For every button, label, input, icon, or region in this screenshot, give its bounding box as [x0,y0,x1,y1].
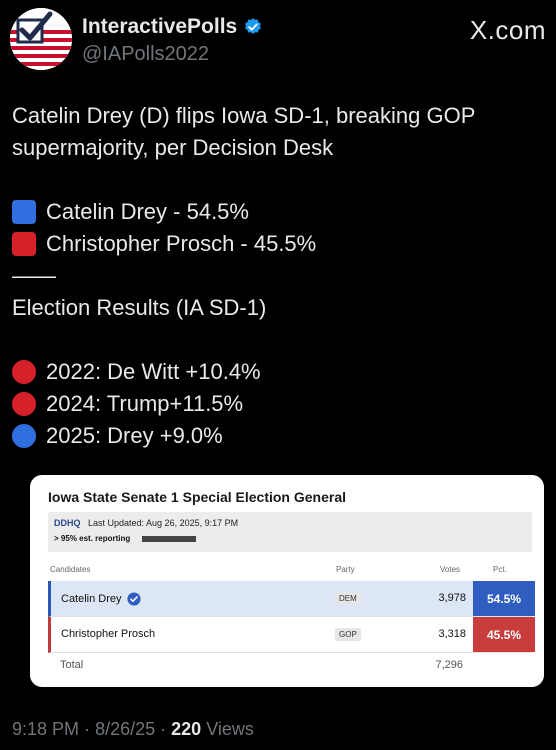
col-header-pct: Pct. [493,565,507,574]
tweet-date[interactable]: 8/26/25 [95,719,156,739]
votes-cell: 3,318 [438,628,466,640]
verified-badge-icon [245,18,262,34]
history-item: 2025: Drey +9.0% [12,420,544,452]
total-votes: 7,296 [435,659,463,671]
pct-cell: 45.5% [473,617,535,652]
candidate-cell: Christopher Prosch [61,628,155,640]
candidate-name: Christopher Prosch [61,628,156,640]
table-row: Catelin Drey DEM 3,978 54.5% [48,581,535,617]
flag-check-icon [10,8,72,70]
history-item-label: 2024: Trump+11.5% [46,391,244,416]
party-badge: DEM [335,592,361,605]
blue-circle-icon [12,424,36,448]
avatar[interactable] [10,8,72,70]
col-header-candidates: Candidates [50,565,91,574]
headline-line-2: supermajority, per Decision Desk [12,135,334,160]
tweet-body: Catelin Drey (D) flips Iowa SD-1, breaki… [12,100,544,452]
red-circle-icon [12,392,36,416]
votes-cell: 3,978 [438,592,466,604]
views-count: 220 [171,719,202,739]
result-dem-text: Catelin Drey - 54.5% [46,199,249,224]
col-header-votes: Votes [440,565,461,574]
reporting-status: > 95% est. reporting [54,534,131,543]
handle[interactable]: @IAPolls2022 [82,43,210,65]
tweet-meta: 9:18 PM · 8/26/25 · 220 Views [12,719,254,739]
history-item: 2022: De Witt +10.4% [12,356,544,388]
red-circle-icon [12,360,36,384]
history-item: 2024: Trump+11.5% [12,388,544,420]
tweet-time[interactable]: 9:18 PM [12,719,80,739]
reporting-bar [142,536,196,542]
total-label: Total [60,659,84,671]
party-badge: GOP [335,628,361,641]
total-row: Total 7,296 [48,653,532,679]
result-gop-text: Christopher Prosch - 45.5% [46,231,317,256]
result-dem-line: Catelin Drey - 54.5% [12,196,544,228]
history-title: Election Results (IA SD-1) [12,295,267,320]
red-square-icon [12,232,36,256]
divider: —— [12,263,56,288]
display-name[interactable]: InteractivePolls [82,15,238,38]
tweet-header: InteractivePolls @IAPolls2022 X.com [10,8,546,72]
status-box: DDHQ Last Updated: Aug 26, 2025, 9:17 PM… [48,512,532,552]
name-row: InteractivePolls [82,15,263,39]
last-updated: Last Updated: Aug 26, 2025, 9:17 PM [88,518,239,528]
candidate-name: Catelin Drey [61,593,122,605]
table-row: Christopher Prosch GOP 3,318 45.5% [48,617,535,653]
site-watermark: X.com [469,15,546,45]
candidate-cell: Catelin Drey [61,592,141,606]
results-image-card[interactable]: Iowa State Senate 1 Special Election Gen… [30,475,544,687]
col-header-party: Party [336,565,355,574]
headline-line-1: Catelin Drey (D) flips Iowa SD-1, breaki… [12,103,476,128]
card-title: Iowa State Senate 1 Special Election Gen… [48,489,347,505]
views-label: Views [206,719,254,739]
history-item-label: 2022: De Witt +10.4% [46,359,261,384]
history-item-label: 2025: Drey +9.0% [46,423,223,448]
pct-cell: 54.5% [473,581,535,616]
blue-square-icon [12,200,36,224]
ddhq-logo: DDHQ [54,518,81,528]
result-gop-line: Christopher Prosch - 45.5% [12,228,544,260]
winner-check-icon [126,592,141,606]
